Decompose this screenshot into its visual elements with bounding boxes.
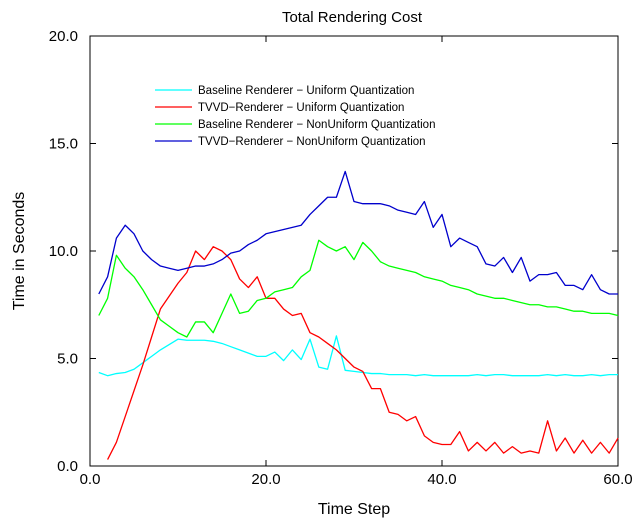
y-tick-label: 5.0 <box>57 351 78 368</box>
legend-label: Baseline Renderer − NonUniform Quantizat… <box>198 119 435 131</box>
legend-label: TVVD−Renderer − Uniform Quantization <box>198 102 404 114</box>
series-line-3 <box>98 239 619 338</box>
legend: Baseline Renderer − Uniform Quantization… <box>155 85 435 148</box>
x-tick-label: 40.0 <box>427 471 456 488</box>
chart-title: Total Rendering Cost <box>282 9 423 26</box>
series-line-4 <box>98 170 618 295</box>
y-tick-label: 0.0 <box>57 458 78 475</box>
series-line-1 <box>98 335 618 377</box>
legend-label: Baseline Renderer − Uniform Quantization <box>198 85 414 97</box>
series-line-2 <box>107 246 619 460</box>
plot-frame <box>89 35 619 467</box>
series-lines <box>98 170 619 460</box>
x-tick-label: 60.0 <box>603 471 632 488</box>
x-axis-label: Time Step <box>318 501 390 518</box>
y-tick-label: 20.0 <box>49 28 78 45</box>
x-tick-label: 0.0 <box>80 471 101 488</box>
plot-area: 0.0 20.0 40.0 60.0 0.0 5.0 10.0 15.0 20.0 <box>49 28 633 488</box>
y-axis-label: Time in Seconds <box>11 192 28 311</box>
legend-label: TVVD−Renderer − NonUniform Quantization <box>198 136 426 148</box>
y-tick-label: 15.0 <box>49 136 78 153</box>
x-axis-ticks: 0.0 20.0 40.0 60.0 <box>80 36 633 488</box>
y-tick-label: 10.0 <box>49 243 78 260</box>
x-tick-label: 20.0 <box>251 471 280 488</box>
y-axis-ticks: 0.0 5.0 10.0 15.0 20.0 <box>49 28 618 475</box>
